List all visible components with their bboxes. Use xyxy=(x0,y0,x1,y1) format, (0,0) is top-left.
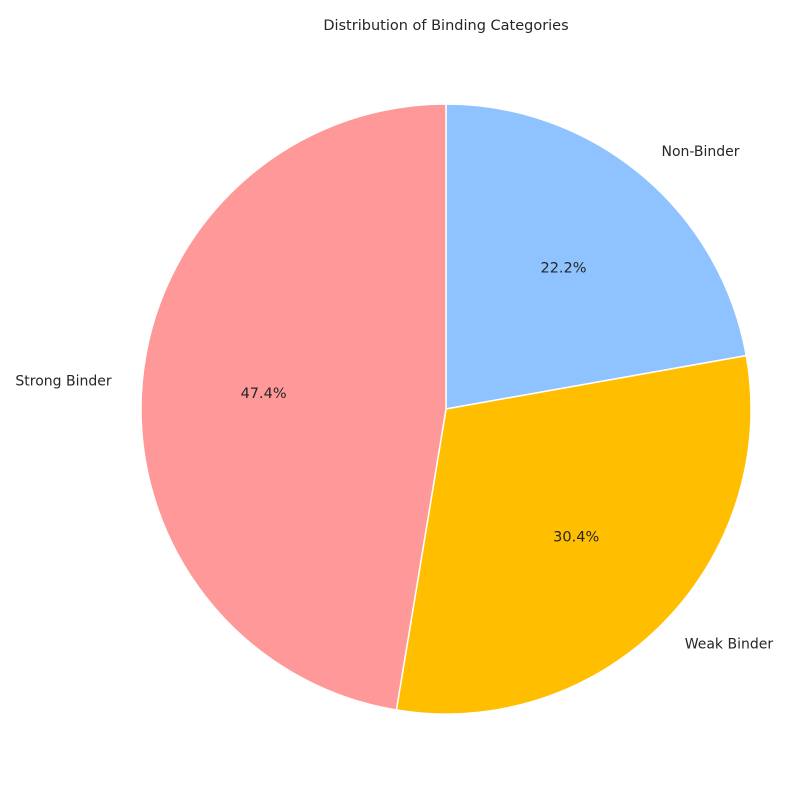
chart-title: Distribution of Binding Categories xyxy=(323,18,568,34)
pie-slices xyxy=(140,103,752,715)
slice-label-weak-binder: Weak Binder xyxy=(685,637,774,653)
pie-slice-weak-binder xyxy=(395,354,752,715)
pct-label-non-binder: 22.2% xyxy=(540,261,586,277)
pie-slice-non-binder xyxy=(445,103,748,410)
pie-slice-strong-binder xyxy=(140,103,447,711)
slice-label-non-binder: Non-Binder xyxy=(661,144,739,160)
slice-label-strong-binder: Strong Binder xyxy=(15,374,111,390)
pie-labels: Non-Binder 22.2% Weak Binder 30.4% Strong Bi… xyxy=(15,144,773,653)
pct-label-weak-binder: 30.4% xyxy=(553,530,599,546)
pct-label-strong-binder: 47.4% xyxy=(241,386,287,402)
